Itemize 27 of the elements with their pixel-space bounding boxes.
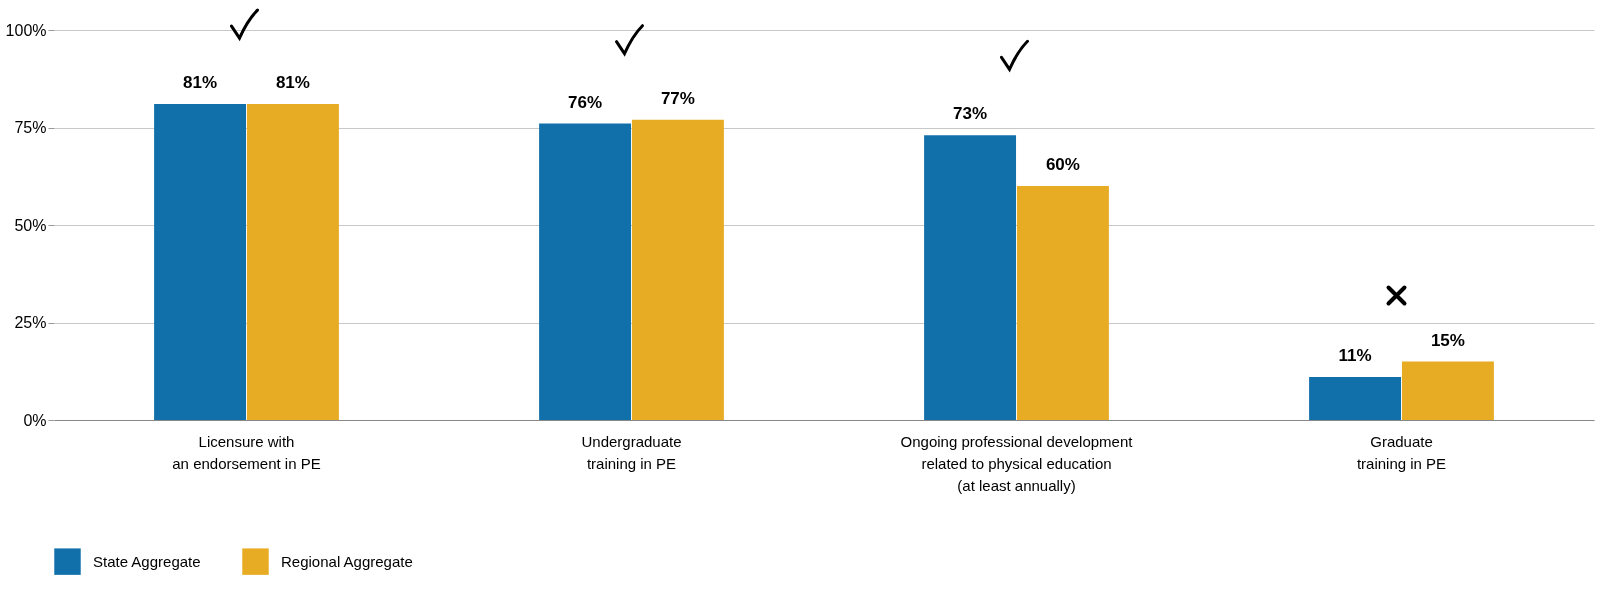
y-tick-label: 100% [5,21,47,39]
bar [1016,186,1109,420]
data-label: 11% [1338,346,1372,366]
data-label: 73% [953,104,988,124]
data-label: 77% [660,88,695,108]
y-tick-label: 75% [14,119,47,136]
x-tick-label: Graduate training in PE [1356,432,1447,472]
bar [539,123,632,420]
bar [1401,361,1494,420]
data-label: 81% [183,73,218,93]
bar [154,104,247,420]
y-tick-label: 0% [23,411,47,429]
x-tick-label: Ongoing professional development related to physical education (at least annually) [900,432,1134,494]
x-tick-label: Licensure with an endorsement in PE [172,432,321,472]
bar [631,119,724,420]
data-label: 81% [275,73,310,93]
legend-label: Regional Aggregate [281,552,413,570]
data-label: 60% [1045,155,1080,174]
bar [246,104,339,420]
x-tick-label: Undergraduate training in PE [581,432,682,472]
bar [1309,377,1402,420]
y-tick-label: 25% [14,314,47,331]
data-label: 15% [1430,330,1465,350]
data-label: 76% [568,92,603,112]
legend-label: State Aggregate [93,552,201,570]
bar [924,135,1017,420]
y-tick-label: 50% [14,216,47,234]
